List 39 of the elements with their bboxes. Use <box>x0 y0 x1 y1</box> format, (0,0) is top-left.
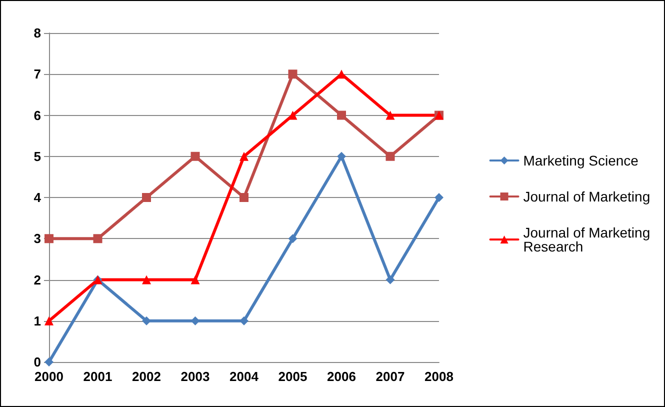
y-tick-label: 8 <box>34 26 41 40</box>
point <box>288 70 298 79</box>
x-tick-label: 2006 <box>327 369 356 384</box>
point <box>93 234 102 244</box>
point <box>337 70 346 79</box>
y-tick-label: 1 <box>34 313 41 328</box>
point <box>240 193 248 202</box>
point <box>386 110 395 120</box>
y-tick-label: 0 <box>34 354 41 370</box>
y-tick-label: 2 <box>34 272 41 288</box>
point <box>142 193 151 202</box>
point <box>337 110 346 120</box>
x-tick-label: 2003 <box>180 369 210 384</box>
x-tick-label: 2004 <box>230 369 260 384</box>
point <box>386 152 395 161</box>
x-tick-label: 2007 <box>376 369 405 384</box>
legend-label: Marketing Science <box>523 152 639 168</box>
y-tick-label: 3 <box>34 231 41 246</box>
y-tick-label: 6 <box>34 108 41 123</box>
legend-label: Journal of Marketing <box>523 188 650 204</box>
x-tick-label: 2005 <box>278 369 308 384</box>
x-tick-label: 2001 <box>83 369 112 384</box>
legend-label: Journal of Marketing Research <box>523 224 654 254</box>
y-tick-label: 5 <box>34 148 41 164</box>
point <box>288 234 298 244</box>
point <box>337 152 346 161</box>
point <box>142 275 151 284</box>
x-tick-label: 2008 <box>424 369 454 384</box>
y-tick-label: 7 <box>34 66 41 82</box>
x-tick-label: 2000 <box>34 369 64 384</box>
point <box>240 152 248 161</box>
y-tick-label: 4 <box>34 190 42 205</box>
x-tick-label: 2002 <box>132 369 161 384</box>
point <box>434 193 444 202</box>
point <box>190 275 200 284</box>
point <box>190 152 200 161</box>
point <box>386 275 395 284</box>
point <box>142 316 151 326</box>
point <box>240 316 248 326</box>
